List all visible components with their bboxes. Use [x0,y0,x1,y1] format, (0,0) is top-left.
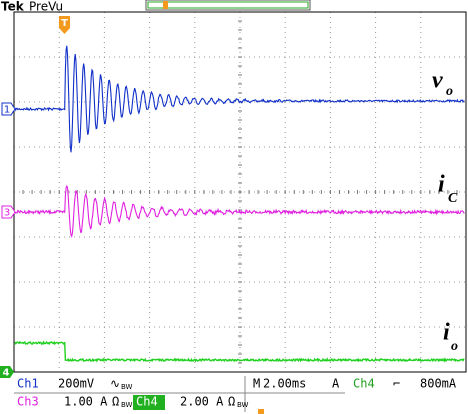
position-marker [258,409,264,414]
ch1-label: Ch1 [17,377,39,391]
ch1-bw: BW [121,383,133,391]
ch1-coupling: ∿ [110,377,120,391]
trace-ch4 [14,340,465,363]
label-vo: v [432,68,443,94]
ch3-marker-label: 3 [4,208,10,219]
ch1-scale: 200mV [58,377,94,391]
label-ic: i [438,172,445,198]
label-io: i [443,320,450,346]
label-vo-sub: o [446,84,453,99]
mode: PreVu [29,0,63,14]
trigger-level: 800mA [420,377,457,391]
ch4-coupling: Ω [228,395,235,409]
trace-ch3 [14,184,465,238]
ch3-marker [1,205,16,219]
trigger-slope: ⌐ [393,377,400,391]
trigger-marker: T [61,18,68,29]
trigger-position [163,1,168,9]
trigger-source: Ch4 [353,377,375,391]
trigger-prefix: A [332,377,340,391]
ch4-badge [133,395,165,410]
ch3-bw: BW [121,401,133,409]
timebase: 2.00ms [263,377,306,391]
ch4-bw: BW [237,401,249,409]
ch4-marker [0,366,14,378]
ch3-label: Ch3 [17,395,39,409]
trigger-marker-shape [59,16,70,34]
label-io-sub: o [451,339,458,354]
ch1-marker-label: 1 [4,105,10,116]
ch3-scale: 1.00 A [64,395,108,409]
ch1-marker [1,102,16,116]
ch4-label: Ch4 [136,395,158,409]
record-bar [145,0,311,11]
graticule-border [13,11,467,373]
time-prefix: M [253,377,260,391]
ch4-marker-label: 4 [3,368,10,379]
ch3-coupling: Ω [112,395,119,409]
trace-ch1 [14,45,465,153]
ch4-scale: 2.00 A [180,395,224,409]
brand: Tek [1,0,25,14]
record-window [147,1,309,9]
label-ic-sub: C [448,191,458,206]
